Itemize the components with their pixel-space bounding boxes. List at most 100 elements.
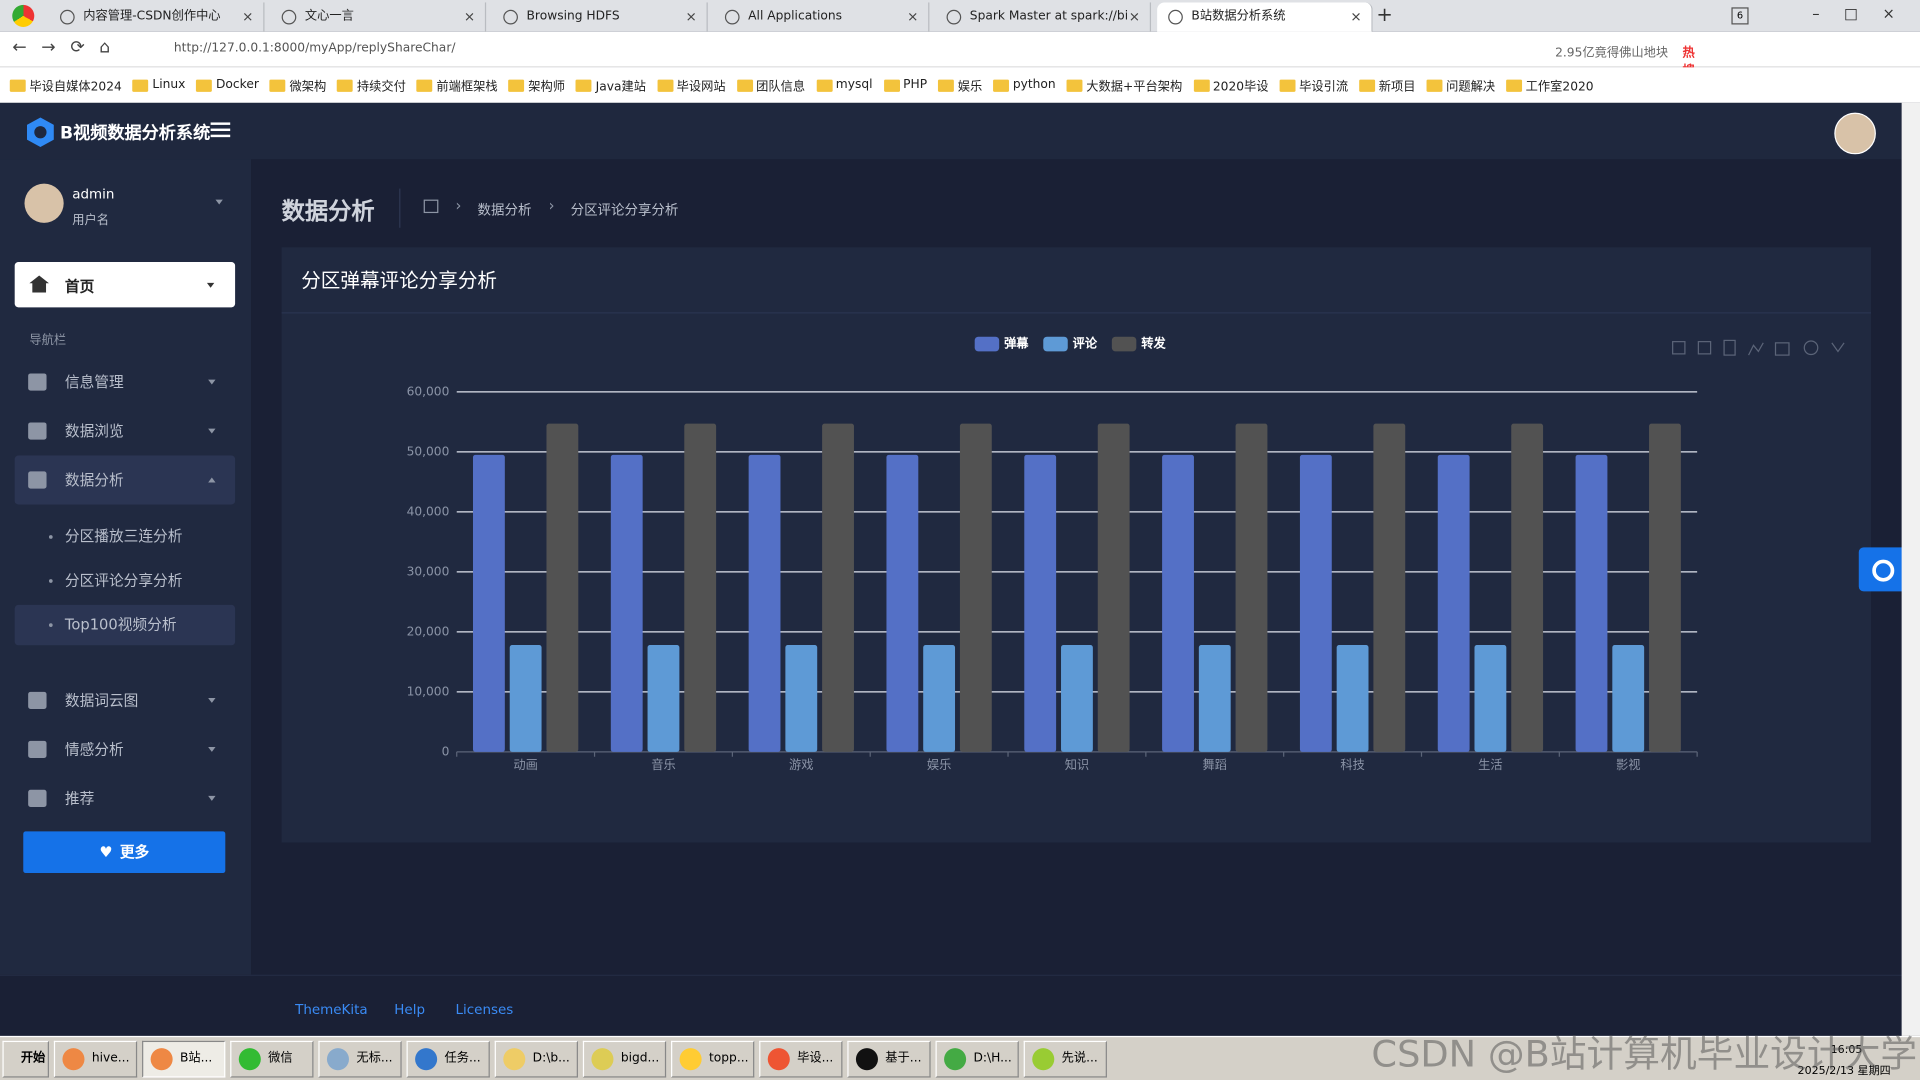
bookmark[interactable]: python — [993, 78, 1056, 92]
bookmark[interactable]: mysql — [816, 78, 873, 92]
legend-swatch[interactable] — [974, 336, 1000, 352]
nav-buttons[interactable]: ←→⟳⌂ — [12, 37, 125, 58]
bookmark[interactable]: 新项目 — [1359, 76, 1415, 94]
legend-label[interactable]: 转发 — [1141, 336, 1166, 351]
breadcrumb-item[interactable]: 数据分析 — [477, 202, 532, 218]
url[interactable]: http://127.0.0.1:8000/myApp/replyShareCh… — [173, 41, 456, 56]
submenu-item[interactable]: 分区播放三连分析 — [15, 517, 235, 557]
search-box[interactable]: 2.95亿竟得佛山地块 热搜 — [1526, 36, 1704, 79]
breadcrumb-item[interactable]: 分区评论分享分析 — [570, 202, 679, 218]
taskbar-item[interactable]: 无标... — [318, 1040, 402, 1078]
tab[interactable]: B站数据分析系统 × — [1157, 2, 1373, 32]
tab-counter[interactable]: 6 — [1731, 7, 1749, 25]
bookmark-label[interactable]: 毕设网站 — [676, 80, 726, 95]
menu-label[interactable]: 情感分析 — [64, 740, 124, 758]
bookmark-label[interactable]: 架构师 — [528, 80, 566, 95]
taskbar-label[interactable]: D:\b... — [532, 1051, 570, 1066]
menu-item[interactable]: 情感分析 — [15, 725, 235, 774]
taskbar-label[interactable]: topp... — [708, 1051, 749, 1066]
taskbar-label[interactable]: 先说... — [1061, 1051, 1098, 1066]
more-button[interactable]: ♥ 更多 — [23, 831, 226, 874]
tab-close[interactable]: × — [685, 8, 697, 25]
bookmark-label[interactable]: PHP — [903, 78, 928, 92]
legend-label[interactable]: 弹幕 — [1004, 336, 1029, 351]
taskbar-item[interactable]: 微信 — [230, 1040, 314, 1078]
menu-label[interactable]: 数据浏览 — [64, 422, 124, 440]
bookmark[interactable]: Docker — [196, 78, 259, 92]
bookmark-label[interactable]: 2020毕设 — [1212, 80, 1269, 95]
bookmark[interactable]: 2020毕设 — [1193, 76, 1269, 95]
bookmark-label[interactable]: 毕设引流 — [1299, 80, 1349, 95]
tab-title[interactable]: 文心一言 — [304, 9, 354, 24]
bookmark[interactable]: 前端框架栈 — [416, 76, 498, 94]
tab[interactable]: Spark Master at spark://bi × — [936, 2, 1152, 32]
taskbar-label[interactable]: 无标... — [356, 1051, 393, 1066]
menu-label[interactable]: 推荐 — [64, 789, 95, 807]
search-text[interactable]: 2.95亿竟得佛山地块 — [1555, 46, 1669, 61]
bookmark[interactable]: Linux — [132, 78, 186, 92]
bookmark-label[interactable]: mysql — [835, 78, 873, 92]
new-tab[interactable]: + — [1376, 2, 1393, 26]
bookmark-label[interactable]: Docker — [216, 78, 259, 92]
bookmark-label[interactable]: Linux — [152, 78, 186, 92]
tab-close[interactable]: × — [907, 8, 919, 25]
menu-label[interactable]: 信息管理 — [64, 373, 124, 391]
more-label[interactable]: 更多 — [119, 843, 150, 861]
bookmark-label[interactable]: python — [1012, 78, 1056, 92]
home-button[interactable]: 首页 — [14, 262, 236, 308]
bookmark[interactable]: 工作室2020 — [1506, 76, 1594, 94]
tab[interactable]: Browsing HDFS × — [492, 2, 708, 32]
bookmark-label[interactable]: 微架构 — [289, 80, 327, 95]
home-label[interactable]: 首页 — [64, 277, 95, 296]
user-caret[interactable] — [215, 199, 223, 205]
bookmark[interactable]: PHP — [883, 78, 928, 92]
tab-close[interactable]: × — [1128, 8, 1141, 25]
taskbar-label[interactable]: 微信 — [268, 1051, 293, 1066]
url-field[interactable]: http://127.0.0.1:8000/myApp/replyShareCh… — [142, 37, 1513, 61]
avatar[interactable] — [1834, 112, 1876, 155]
bookmark[interactable]: 大数据+平台架构 — [1066, 76, 1183, 95]
taskbar-label[interactable]: 任务... — [444, 1051, 481, 1066]
menu-label[interactable]: 数据分析 — [64, 471, 124, 489]
taskbar-label[interactable]: bigd... — [620, 1051, 660, 1066]
bookmark-label[interactable]: 毕设自媒体2024 — [29, 80, 122, 95]
taskbar-label[interactable]: 毕设... — [797, 1051, 834, 1066]
footer-link[interactable]: Help — [394, 1001, 425, 1018]
bookmark-label[interactable]: 团队信息 — [756, 80, 806, 95]
taskbar-label[interactable]: B站... — [180, 1051, 213, 1066]
submenu-item[interactable]: Top100视频分析 — [14, 604, 236, 646]
tab[interactable]: 内容管理-CSDN创作中心 × — [49, 2, 265, 32]
settings-button[interactable] — [1858, 547, 1906, 592]
menu-item[interactable]: 信息管理 — [15, 358, 235, 407]
tab[interactable]: All Applications × — [714, 2, 930, 32]
bookmark-label[interactable]: 问题解决 — [1446, 80, 1496, 95]
breadcrumb-home[interactable] — [423, 199, 439, 214]
menu-toggle[interactable] — [210, 122, 231, 125]
bookmark[interactable]: 持续交付 — [337, 76, 406, 94]
taskbar-item[interactable]: hive... — [53, 1040, 138, 1078]
tab-close[interactable]: × — [1350, 8, 1362, 25]
scrollbar[interactable] — [1901, 102, 1920, 1036]
taskbar-item[interactable]: bigd... — [582, 1040, 667, 1078]
bookmark[interactable]: 微架构 — [269, 76, 327, 95]
tab-close[interactable]: × — [242, 8, 254, 25]
taskbar-item[interactable]: 任务... — [406, 1040, 490, 1078]
submenu-label[interactable]: 分区播放三连分析 — [64, 527, 183, 545]
start-label[interactable]: 开始 — [20, 1051, 46, 1066]
menu-item[interactable]: 推荐 — [15, 774, 235, 823]
legend-swatch[interactable] — [1043, 336, 1068, 352]
taskbar-label[interactable]: D:\H... — [973, 1051, 1012, 1066]
taskbar-label[interactable]: hive... — [91, 1051, 130, 1066]
submenu-label[interactable]: 分区评论分享分析 — [64, 571, 183, 589]
bookmark-label[interactable]: 大数据+平台架构 — [1086, 80, 1183, 95]
tab-title[interactable]: Spark Master at spark://bi — [969, 9, 1129, 24]
footer-link[interactable]: Licenses — [455, 1001, 514, 1018]
bookmark[interactable]: Java建站 — [576, 76, 646, 94]
bookmark[interactable]: 团队信息 — [736, 76, 806, 95]
menu-item[interactable]: 数据分析 — [14, 455, 236, 505]
chart-toolbox[interactable] — [1672, 339, 1845, 356]
start-button[interactable]: 开始 — [2, 1040, 49, 1078]
legend-label[interactable]: 评论 — [1073, 336, 1098, 351]
tab[interactable]: 文心一言 × — [271, 2, 487, 32]
tab-title[interactable]: All Applications — [748, 9, 843, 24]
